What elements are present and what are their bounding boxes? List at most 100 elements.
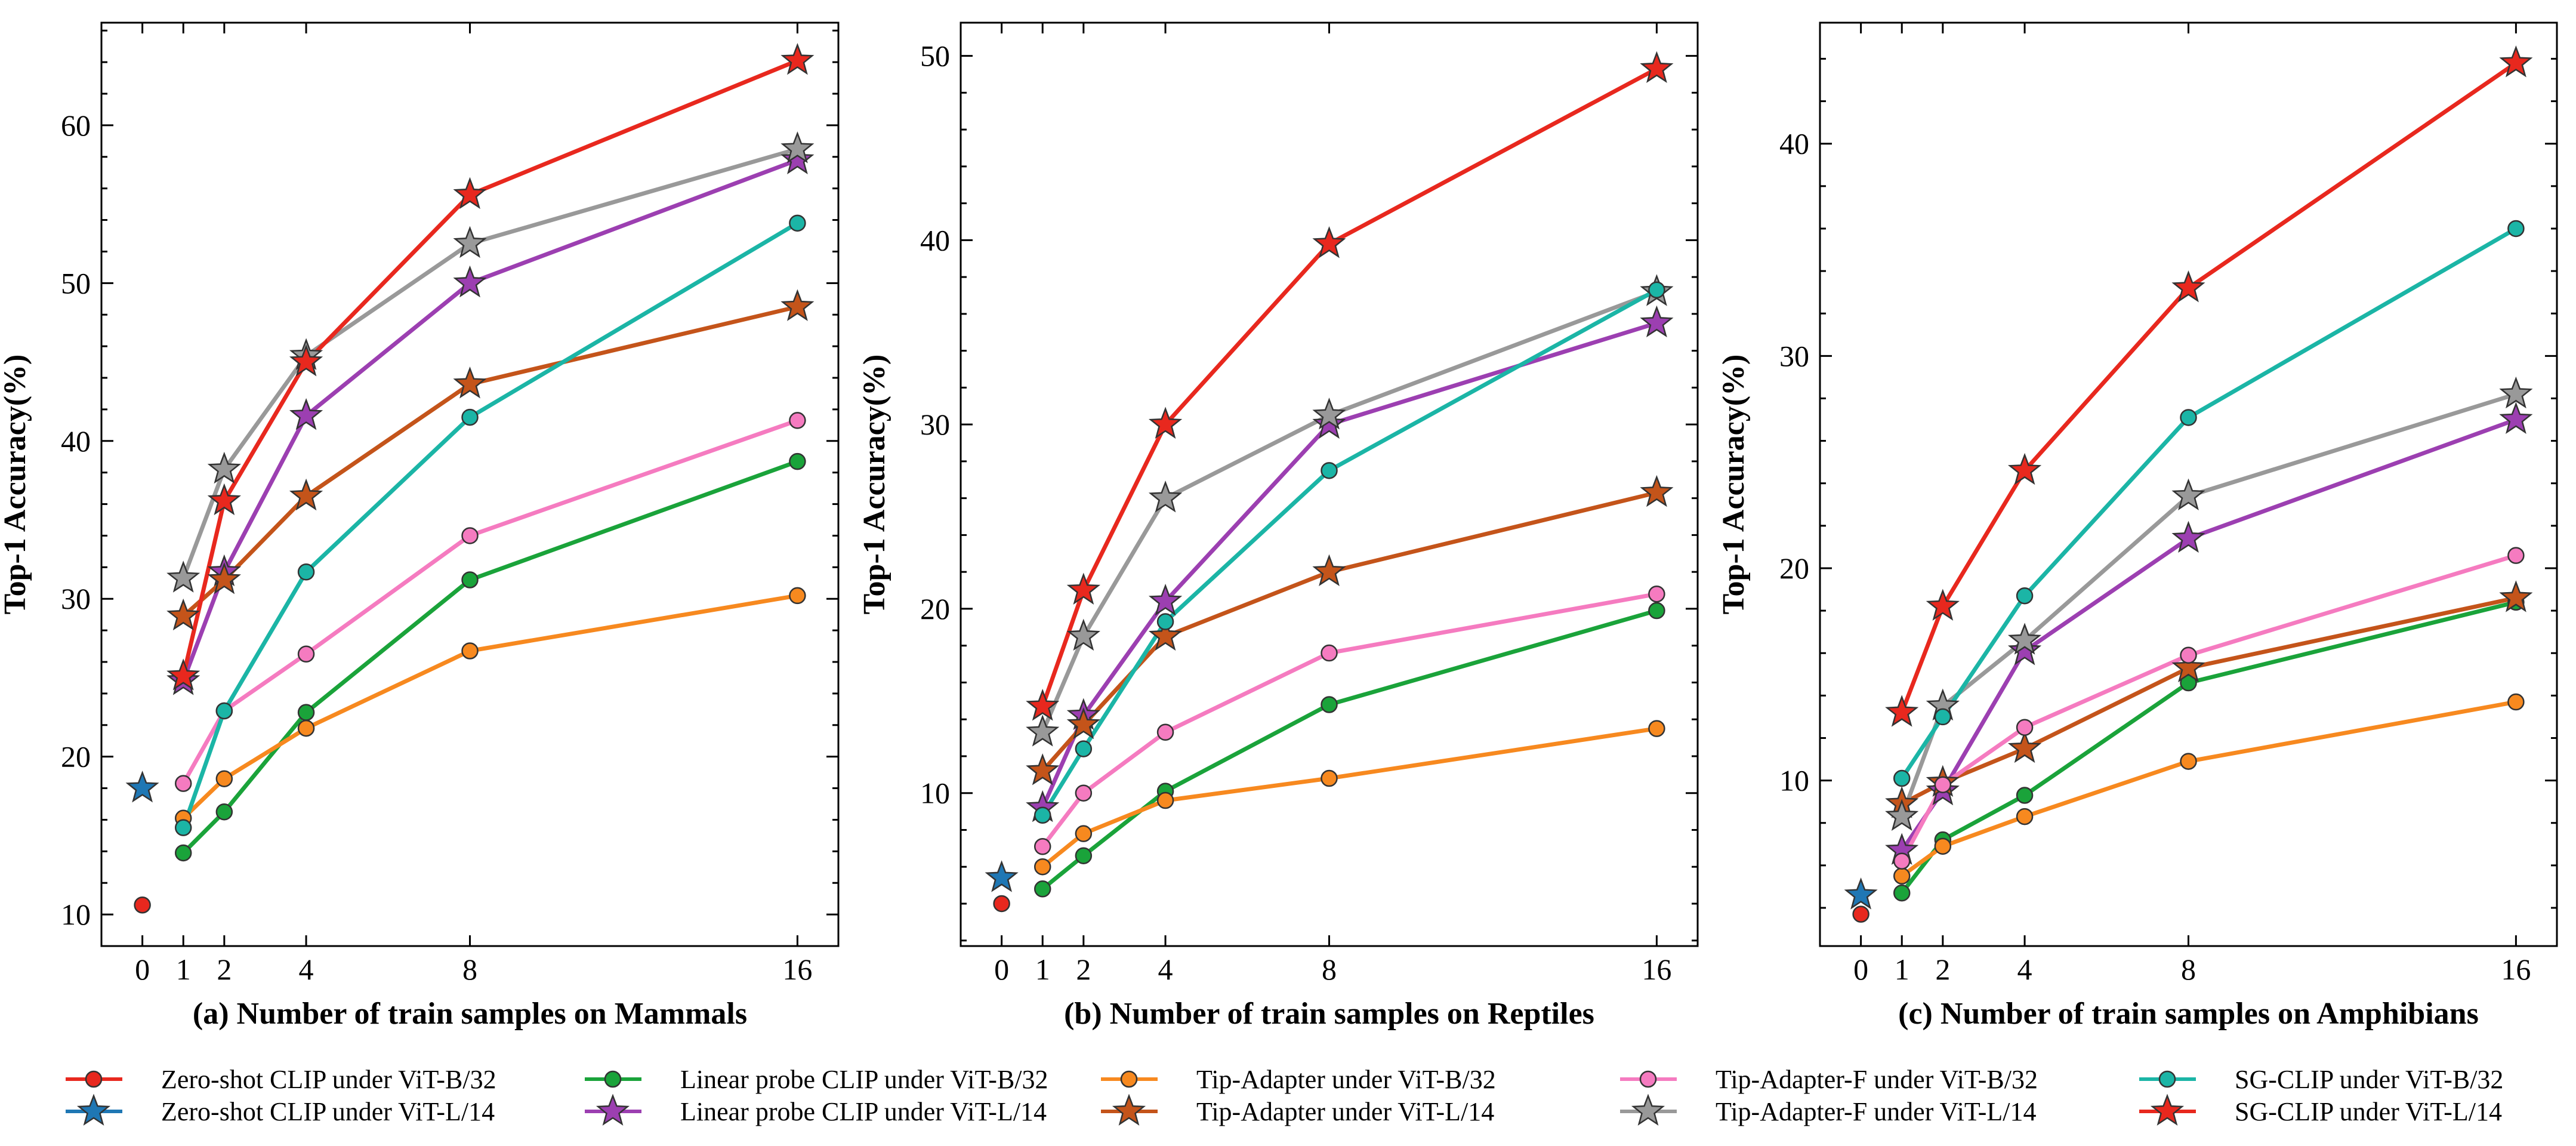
data-point <box>1075 847 1093 864</box>
x-tick-label: 4 <box>1158 953 1173 986</box>
data-point <box>1034 858 1051 876</box>
x-tick-label: 1 <box>1035 953 1050 986</box>
data-point <box>1321 644 1338 662</box>
series-line <box>1899 392 2517 818</box>
data-point <box>1648 585 1665 603</box>
series-line <box>1900 417 2517 852</box>
data-point <box>993 895 1010 913</box>
legend-label: SG-CLIP under ViT-L/14 <box>2235 1097 2502 1126</box>
data-point <box>453 366 487 399</box>
data-point <box>461 571 479 589</box>
data-point <box>166 598 200 631</box>
data-point <box>297 645 315 663</box>
data-point <box>1066 572 1100 605</box>
data-point <box>289 344 323 377</box>
y-tick-label: 10 <box>1779 764 1809 797</box>
data-point <box>1648 602 1665 620</box>
x-tick-label: 2 <box>1076 953 1091 986</box>
y-tick-label: 50 <box>920 39 950 73</box>
data-point <box>1321 696 1338 713</box>
data-point <box>215 803 233 821</box>
x-tick-label: 0 <box>135 953 150 986</box>
x-tick-label: 1 <box>176 953 191 986</box>
data-point <box>2016 808 2034 825</box>
chart-panel-3: 0 1 2 4 8 16 10 20 30 40 (c) Number of train sampl… <box>1717 21 2558 1031</box>
data-point <box>780 131 815 164</box>
data-point <box>780 142 815 174</box>
data-point <box>789 214 806 232</box>
data-point <box>1312 406 1346 439</box>
data-point <box>2180 646 2197 664</box>
legend-item: Tip-Adapter-F under ViT-L/14 <box>1620 1093 2037 1126</box>
data-point <box>297 704 315 721</box>
legend-marker <box>2150 1093 2185 1126</box>
y-tick-label: 50 <box>61 266 91 300</box>
data-point <box>174 775 192 792</box>
data-point <box>2007 623 2042 655</box>
x-tick-label: 16 <box>1642 953 1671 986</box>
y-tick-label: 10 <box>920 777 950 810</box>
data-point <box>1885 799 1919 831</box>
data-point <box>174 819 192 836</box>
data-point <box>1640 305 1674 338</box>
x-tick-label: 2 <box>217 953 232 986</box>
data-point <box>215 770 233 787</box>
x-axis-title: (a) Number of train samples on Mammals <box>193 997 747 1031</box>
data-point <box>1321 769 1338 787</box>
legend-marker <box>1112 1093 1146 1126</box>
data-point <box>1893 769 1911 787</box>
data-point <box>1026 753 1060 785</box>
data-point <box>461 527 479 544</box>
x-tick-label: 1 <box>1895 953 1909 986</box>
series-line <box>1900 226 2518 780</box>
legend-marker <box>85 1070 103 1088</box>
y-axis-title: Top-1 Accuracy(%) <box>857 355 891 615</box>
legend-marker <box>604 1070 622 1088</box>
data-point <box>2007 731 2042 763</box>
data-point <box>2171 478 2205 510</box>
data-point <box>166 658 200 691</box>
y-tick-label: 20 <box>1779 552 1809 585</box>
data-point <box>1312 226 1346 258</box>
x-tick-label: 8 <box>1322 953 1337 986</box>
data-point <box>2016 719 2034 736</box>
data-point <box>2171 650 2205 683</box>
series-line <box>181 593 798 820</box>
series-line <box>1900 553 2517 862</box>
data-point <box>1934 776 1952 793</box>
legend-item: SG-CLIP under ViT-B/32 <box>2139 1065 2503 1094</box>
series-line <box>181 147 798 580</box>
legend-item: SG-CLIP under ViT-L/14 <box>2139 1093 2502 1126</box>
legend-label: Tip-Adapter-F under ViT-L/14 <box>1716 1097 2037 1126</box>
data-point <box>1934 708 1952 726</box>
data-point <box>1312 554 1346 587</box>
series-line <box>1041 608 1658 891</box>
data-point <box>297 719 315 737</box>
data-point <box>2171 520 2205 553</box>
data-point <box>1640 51 1674 84</box>
data-point <box>1844 877 1878 910</box>
data-point <box>1852 905 1869 923</box>
data-point <box>1034 880 1051 898</box>
data-point <box>1148 480 1183 513</box>
data-point <box>461 642 479 660</box>
series-line <box>1901 700 2517 878</box>
data-point <box>1648 720 1665 737</box>
y-tick-label: 30 <box>1779 339 1809 372</box>
data-point <box>207 483 241 516</box>
data-point <box>2499 402 2533 434</box>
data-point <box>453 265 487 298</box>
legend-item: Tip-Adapter under ViT-L/14 <box>1101 1093 1494 1126</box>
data-point <box>297 563 315 581</box>
data-point <box>1148 584 1183 616</box>
legend-item: Zero-shot CLIP under ViT-L/14 <box>66 1093 495 1126</box>
data-point <box>1066 618 1100 651</box>
data-point <box>780 42 815 75</box>
x-tick-label: 8 <box>462 953 477 986</box>
y-tick-label: 20 <box>920 592 950 626</box>
data-point <box>1034 838 1051 855</box>
legend-label: Linear probe CLIP under ViT-L/14 <box>680 1097 1047 1126</box>
data-point <box>2507 693 2525 711</box>
series-line <box>1899 61 2518 714</box>
x-tick-label: 4 <box>299 953 314 986</box>
